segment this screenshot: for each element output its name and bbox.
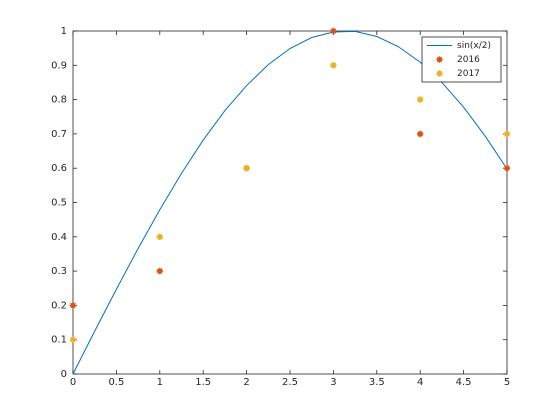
marker — [156, 267, 163, 275]
legend-swatch — [436, 70, 443, 77]
marker — [69, 302, 77, 309]
marker — [330, 27, 337, 35]
x-tick-label: 4.5 — [456, 377, 472, 388]
marker — [69, 336, 77, 343]
x-tick-label: 2.5 — [282, 377, 298, 388]
marker — [156, 233, 163, 240]
y-tick-label: 0.9 — [51, 60, 67, 71]
x-tick-label: 3.5 — [369, 377, 385, 388]
y-tick-label: 0.2 — [51, 300, 67, 311]
marker — [330, 62, 337, 69]
legend-label: 2016 — [457, 55, 480, 65]
marker — [417, 130, 424, 138]
x-tick-label: 0 — [70, 377, 76, 388]
x-tick-label: 1.5 — [195, 377, 211, 388]
y-tick-label: 0.3 — [51, 266, 67, 277]
legend-label: 2017 — [457, 69, 480, 79]
y-tick-label: 0.8 — [51, 95, 67, 106]
legend-label: sin(x/2) — [457, 41, 491, 51]
legend: sin(x/2) 2016 2017 — [421, 36, 502, 83]
marker — [417, 96, 424, 103]
x-tick-label: 0.5 — [108, 377, 124, 388]
y-tick-label: 0.4 — [51, 232, 67, 243]
axes-box — [72, 30, 508, 375]
marker — [503, 165, 511, 172]
y-tick-label: 1 — [61, 26, 67, 37]
x-tick-label: 2 — [243, 377, 249, 388]
legend-swatch — [436, 56, 443, 63]
legend-box — [421, 36, 502, 83]
y-tick-label: 0 — [61, 369, 67, 380]
y-tick-label: 0.7 — [51, 129, 67, 140]
x-tick-label: 5 — [504, 377, 510, 388]
y-tick-label: 0.1 — [51, 335, 67, 346]
marker — [243, 165, 250, 172]
x-tick-label: 3 — [330, 377, 336, 388]
x-tick-label: 4 — [417, 377, 423, 388]
y-tick-label: 0.5 — [51, 198, 67, 209]
x-tick-label: 1 — [157, 377, 163, 388]
y-tick-label: 0.6 — [51, 163, 67, 174]
marker — [503, 130, 511, 138]
